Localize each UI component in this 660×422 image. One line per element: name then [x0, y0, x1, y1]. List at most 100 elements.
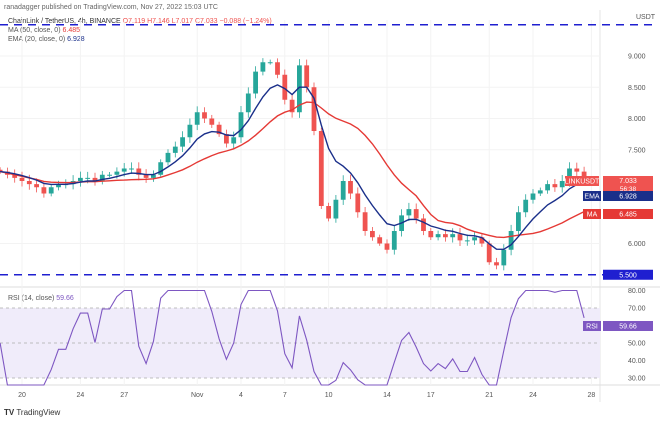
candle	[26, 181, 32, 185]
candle	[0, 169, 3, 172]
candle	[464, 240, 470, 242]
candle	[99, 174, 105, 181]
rsi-legend-value: 59.66	[56, 295, 74, 302]
candle	[326, 206, 331, 219]
candle	[48, 187, 54, 194]
candle	[114, 171, 120, 175]
candle	[260, 62, 266, 72]
candle	[209, 118, 215, 125]
ma-legend[interactable]: MA (50, close, 0) 6.485	[8, 27, 80, 34]
candle	[289, 99, 295, 113]
tradingview-logo[interactable]: TV TradingView	[4, 408, 60, 417]
candle	[333, 199, 339, 219]
rsi-legend-label: RSI (14, close)	[8, 295, 55, 302]
candle	[486, 243, 492, 263]
price-tick-label: 8.500	[628, 85, 646, 92]
candle	[552, 184, 558, 188]
candle	[370, 231, 375, 238]
candle	[253, 71, 258, 94]
ema-legend-value: 6.928	[67, 36, 85, 43]
date-tick-label: 4	[239, 392, 243, 399]
candle	[443, 234, 448, 238]
date-tick-label: 17	[427, 392, 435, 399]
candle	[56, 184, 61, 188]
rsi-name-text: RSI	[586, 324, 598, 331]
ohlc-close: C7.033	[194, 18, 218, 25]
candle	[479, 237, 485, 244]
ohlc-high: H7.146	[147, 18, 170, 25]
candle	[450, 234, 456, 238]
rsi-tick-label: 30.00	[628, 376, 646, 383]
hline-price-badge	[603, 269, 653, 280]
candle	[384, 243, 390, 250]
rsi-name-badge	[583, 321, 601, 331]
candle	[340, 181, 346, 200]
price-tick-label: 9.000	[628, 54, 646, 61]
candle	[311, 87, 317, 131]
rsi-tick-label: 80.00	[628, 288, 646, 295]
candle	[391, 231, 397, 250]
candle	[494, 262, 499, 266]
date-tick-label: 14	[383, 392, 391, 399]
price-tick-label: 8.000	[628, 116, 646, 123]
tradingview-logo-text: TradingView	[16, 408, 61, 417]
candle	[559, 181, 565, 188]
candle	[85, 177, 91, 179]
candle	[457, 234, 463, 241]
candle	[297, 65, 302, 113]
candle	[574, 168, 580, 172]
candle	[348, 181, 353, 194]
date-tick-label: 24	[77, 392, 85, 399]
candle	[180, 137, 185, 147]
candle	[143, 174, 149, 178]
candle	[231, 137, 237, 144]
ema-value-text: 6.928	[619, 194, 637, 201]
date-tick-label: 21	[485, 392, 493, 399]
candle	[581, 171, 587, 179]
candle	[19, 177, 25, 181]
ema-line	[0, 84, 585, 251]
candle	[421, 218, 426, 231]
symbol-legend: ChainLink / TetherUS, 4h, BINANCE O7.119…	[8, 18, 272, 25]
candle	[362, 212, 368, 231]
candle	[238, 112, 244, 138]
ma-value-text: 6.485	[619, 212, 637, 219]
candle	[129, 168, 134, 170]
last-price-text: 7.033	[619, 178, 637, 185]
candle	[151, 174, 156, 178]
ema-legend[interactable]: EMA (20, close, 0) 6.928	[8, 36, 85, 43]
ma-legend-label: MA (50, close, 0)	[8, 27, 61, 34]
last-symbol-text: LINKUSDT	[565, 179, 600, 186]
candle	[516, 212, 521, 231]
rsi-value-badge	[603, 321, 653, 331]
candle	[355, 193, 361, 213]
symbol-name[interactable]: ChainLink / TetherUS, 4h, BINANCE	[8, 18, 121, 25]
candle	[267, 62, 273, 64]
publisher-line: ranadagger published on TradingView.com,…	[4, 4, 218, 11]
rsi-value-text: 59.66	[619, 324, 637, 331]
candle	[304, 65, 310, 88]
candle	[165, 152, 171, 163]
candle	[567, 168, 572, 181]
date-tick-label: 28	[588, 392, 596, 399]
date-tick-label: 10	[325, 392, 333, 399]
ma-name-badge	[583, 209, 601, 219]
price-tick-label: 7.500	[628, 147, 646, 154]
candle	[136, 168, 142, 175]
candle	[545, 184, 550, 191]
ema-value-badge	[603, 191, 653, 201]
rsi-tick-label: 40.00	[628, 358, 646, 365]
candle	[377, 237, 383, 244]
last-price-badge	[603, 176, 653, 194]
candle	[202, 112, 207, 119]
rsi-tick-label: 50.00	[628, 341, 646, 348]
candle	[121, 168, 127, 172]
ema-legend-label: EMA (20, close, 0)	[8, 36, 66, 43]
tv-logo-icon: TV	[4, 408, 15, 417]
candle	[501, 249, 507, 266]
rsi-legend[interactable]: RSI (14, close) 59.66	[8, 295, 74, 302]
candle	[194, 112, 200, 125]
candle	[523, 199, 529, 213]
candle	[472, 237, 477, 241]
